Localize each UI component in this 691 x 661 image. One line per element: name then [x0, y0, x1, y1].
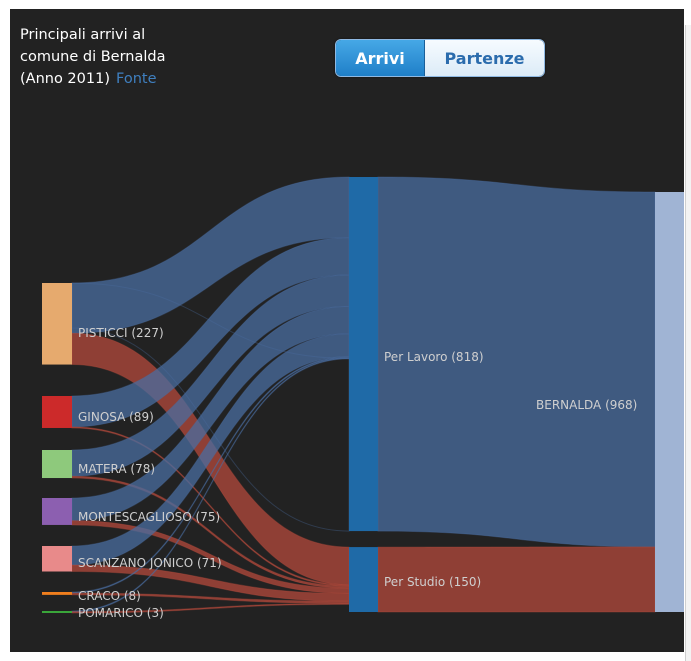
label-bernalda: BERNALDA (968)	[536, 398, 637, 412]
node-pisticci[interactable]	[42, 283, 72, 365]
links-layer	[71, 176, 656, 614]
label-scanzano-jonico: SCANZANO JONICO (71)	[78, 556, 222, 570]
node-per-lavoro[interactable]	[349, 177, 378, 532]
label-matera: MATERA (78)	[78, 462, 155, 476]
node-scanzano-jonico[interactable]	[42, 546, 72, 572]
label-per-lavoro: Per Lavoro (818)	[384, 350, 484, 364]
label-ginosa: GINOSA (89)	[78, 410, 154, 424]
node-bernalda[interactable]	[655, 192, 684, 612]
node-ginosa[interactable]	[42, 396, 72, 428]
chart-title: Principali arrivi al comune di Bernalda …	[20, 24, 220, 90]
label-montescaglioso: MONTESCAGLIOSO (75)	[78, 510, 220, 524]
label-pomarico: POMARICO (3)	[78, 606, 164, 620]
title-line-2: comune di Bernalda	[20, 49, 166, 65]
label-per-studio: Per Studio (150)	[384, 575, 481, 589]
source-link[interactable]: Fonte	[116, 71, 157, 87]
node-craco[interactable]	[42, 592, 72, 595]
title-line-3: (Anno 2011) Fonte	[20, 68, 220, 90]
node-montescaglioso[interactable]	[42, 498, 72, 525]
labels-layer: PISTICCI (227) GINOSA (89) MATERA (78) MONT…	[78, 326, 637, 620]
node-matera[interactable]	[42, 450, 72, 479]
title-year: (Anno 2011)	[20, 71, 110, 87]
arrivi-button[interactable]: Arrivi	[336, 40, 425, 76]
scrollbar-strip	[685, 25, 691, 661]
node-pomarico[interactable]	[42, 611, 72, 613]
link-other-to-per-lavoro[interactable]	[71, 282, 350, 532]
label-pisticci: PISTICCI (227)	[78, 326, 164, 340]
partenze-button[interactable]: Partenze	[425, 40, 544, 76]
title-line-1: Principali arrivi al	[20, 27, 146, 43]
direction-toggle: Arrivi Partenze	[335, 39, 545, 77]
node-per-studio[interactable]	[349, 547, 378, 612]
nodes-layer	[42, 177, 684, 613]
label-craco: CRACO (8)	[78, 589, 141, 603]
